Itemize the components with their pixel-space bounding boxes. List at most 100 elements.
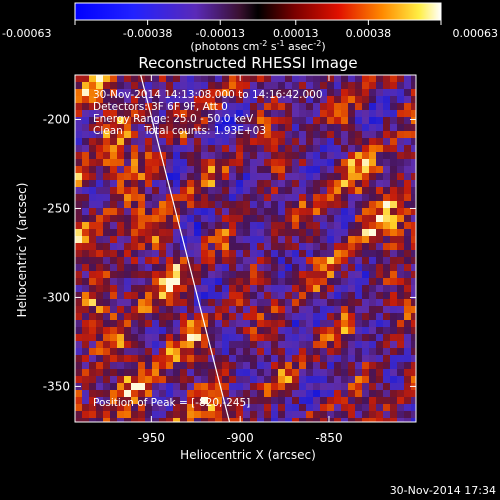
heatmap-pixel (341, 145, 349, 153)
heatmap-pixel (110, 166, 118, 174)
heatmap-pixel (201, 383, 209, 391)
heatmap-pixel (159, 89, 167, 97)
heatmap-pixel (124, 264, 132, 272)
heatmap-pixel (187, 334, 195, 342)
heatmap-pixel (278, 75, 286, 83)
heatmap-pixel (201, 159, 209, 167)
heatmap-pixel (131, 75, 139, 83)
heatmap-pixel (89, 215, 97, 223)
heatmap-pixel (285, 264, 293, 272)
heatmap-pixel (306, 194, 314, 202)
heatmap-pixel (397, 194, 405, 202)
heatmap-pixel (82, 82, 90, 90)
heatmap-pixel (166, 229, 174, 237)
heatmap-pixel (292, 320, 300, 328)
heatmap-pixel (187, 89, 195, 97)
heatmap-pixel (341, 110, 349, 118)
heatmap-pixel (194, 362, 202, 370)
heatmap-pixel (327, 362, 335, 370)
heatmap-pixel (264, 187, 272, 195)
heatmap-pixel (383, 145, 391, 153)
heatmap-pixel (292, 229, 300, 237)
heatmap-pixel (250, 341, 258, 349)
heatmap-pixel (404, 404, 412, 412)
heatmap-pixel (327, 369, 335, 377)
heatmap-pixel (222, 159, 230, 167)
heatmap-pixel (327, 264, 335, 272)
heatmap-pixel (278, 264, 286, 272)
heatmap-pixel (348, 215, 356, 223)
heatmap-pixel (208, 320, 216, 328)
heatmap-pixel (264, 341, 272, 349)
heatmap-pixel (152, 180, 160, 188)
heatmap-pixel (201, 278, 209, 286)
heatmap-pixel (103, 397, 111, 405)
heatmap-pixel (96, 285, 104, 293)
heatmap-pixel (152, 75, 160, 83)
heatmap-pixel (96, 257, 104, 265)
heatmap-pixel (264, 201, 272, 209)
heatmap-pixel (159, 152, 167, 160)
heatmap-pixel (306, 404, 314, 412)
heatmap-pixel (411, 278, 416, 286)
heatmap-pixel (222, 131, 230, 139)
heatmap-pixel (278, 145, 286, 153)
heatmap-pixel (362, 285, 370, 293)
heatmap-pixel (306, 152, 314, 160)
heatmap-pixel (292, 285, 300, 293)
heatmap-pixel (320, 229, 328, 237)
heatmap-pixel (208, 166, 216, 174)
heatmap-pixel (159, 404, 167, 412)
heatmap-pixel (383, 285, 391, 293)
heatmap-pixel (194, 138, 202, 146)
heatmap-pixel (236, 201, 244, 209)
heatmap-pixel (341, 418, 349, 422)
heatmap-pixel (376, 355, 384, 363)
heatmap-pixel (411, 117, 416, 125)
heatmap-pixel (208, 376, 216, 384)
heatmap-pixel (285, 383, 293, 391)
heatmap-pixel (96, 110, 104, 118)
heatmap-pixel (145, 243, 153, 251)
heatmap-pixel (145, 208, 153, 216)
heatmap-pixel (313, 201, 321, 209)
heatmap-pixel (159, 96, 167, 104)
heatmap-pixel (229, 306, 237, 314)
heatmap-pixel (159, 369, 167, 377)
heatmap-pixel (89, 138, 97, 146)
heatmap-pixel (117, 285, 125, 293)
heatmap-pixel (110, 187, 118, 195)
heatmap-pixel (243, 313, 251, 321)
heatmap-pixel (348, 131, 356, 139)
heatmap-pixel (194, 145, 202, 153)
heatmap-pixel (159, 278, 167, 286)
heatmap-pixel (229, 278, 237, 286)
heatmap-pixel (362, 362, 370, 370)
heatmap-pixel (299, 397, 307, 405)
heatmap-pixel (208, 159, 216, 167)
heatmap-pixel (243, 320, 251, 328)
heatmap-pixel (313, 341, 321, 349)
heatmap-pixel (138, 187, 146, 195)
heatmap-pixel (229, 117, 237, 125)
heatmap-pixel (383, 243, 391, 251)
heatmap-pixel (369, 208, 377, 216)
heatmap-pixel (194, 327, 202, 335)
heatmap-pixel (180, 173, 188, 181)
heatmap-pixel (75, 173, 83, 181)
heatmap-pixel (369, 110, 377, 118)
chart-title: Reconstructed RHESSI Image (138, 54, 357, 72)
heatmap-pixel (82, 201, 90, 209)
heatmap-pixel (187, 362, 195, 370)
heatmap-pixel (180, 355, 188, 363)
heatmap-pixel (208, 187, 216, 195)
heatmap-pixel (110, 355, 118, 363)
heatmap-pixel (194, 131, 202, 139)
heatmap-pixel (355, 159, 363, 167)
heatmap-pixel (334, 376, 342, 384)
heatmap-pixel (75, 124, 83, 132)
heatmap-pixel (201, 131, 209, 139)
y-tick-label: -250 (43, 201, 70, 215)
heatmap-pixel (103, 362, 111, 370)
heatmap-pixel (194, 201, 202, 209)
